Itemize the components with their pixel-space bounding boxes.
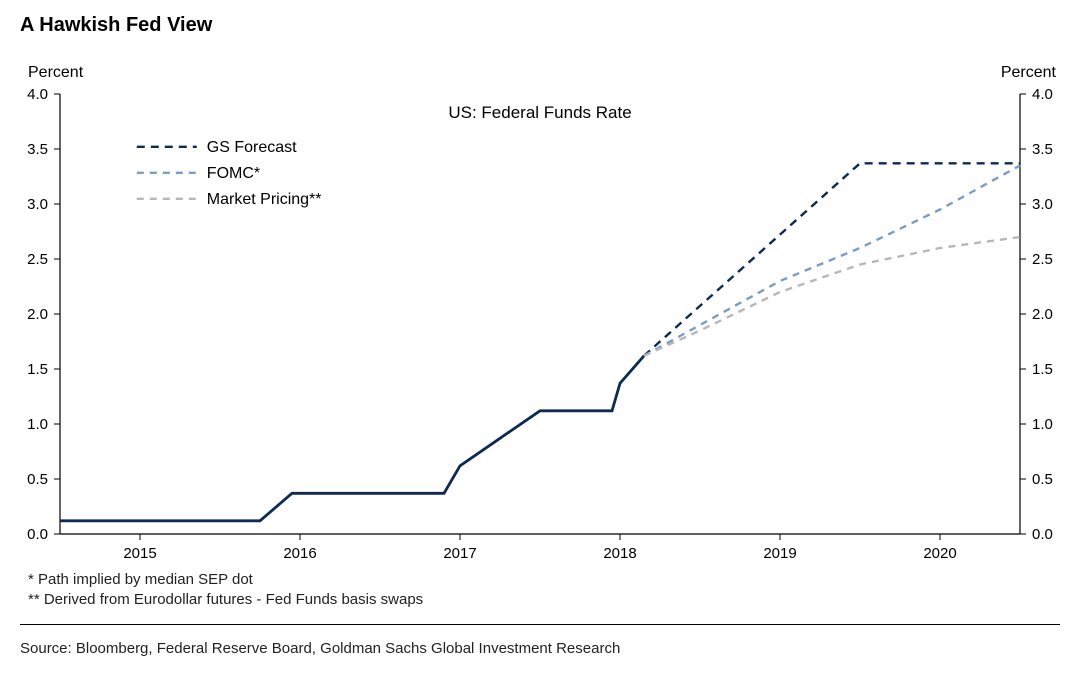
legend-gs_forecast: GS Forecast xyxy=(207,139,297,156)
svg-text:0.0: 0.0 xyxy=(1032,526,1053,543)
svg-text:2.0: 2.0 xyxy=(1032,306,1053,323)
svg-text:0.5: 0.5 xyxy=(27,471,48,488)
svg-text:2.5: 2.5 xyxy=(1032,251,1053,268)
legend-market_pricing: Market Pricing** xyxy=(207,191,322,208)
series-market_pricing xyxy=(644,237,1020,356)
footnote-1: * Path implied by median SEP dot xyxy=(28,570,423,590)
series-fomc xyxy=(644,166,1020,356)
svg-text:4.0: 4.0 xyxy=(1032,86,1053,103)
svg-text:3.0: 3.0 xyxy=(27,196,48,213)
svg-text:4.0: 4.0 xyxy=(27,86,48,103)
footnote-2: ** Derived from Eurodollar futures - Fed… xyxy=(28,590,423,610)
svg-text:0.5: 0.5 xyxy=(1032,471,1053,488)
svg-text:2020: 2020 xyxy=(923,545,956,562)
svg-text:3.0: 3.0 xyxy=(1032,196,1053,213)
svg-text:3.5: 3.5 xyxy=(27,141,48,158)
legend-fomc: FOMC* xyxy=(207,165,260,182)
svg-text:2.0: 2.0 xyxy=(27,306,48,323)
svg-text:2.5: 2.5 xyxy=(27,251,48,268)
series-historical xyxy=(60,356,644,521)
svg-text:0.0: 0.0 xyxy=(27,526,48,543)
svg-text:1.0: 1.0 xyxy=(27,416,48,433)
svg-text:2018: 2018 xyxy=(603,545,636,562)
source-line: Source: Bloomberg, Federal Reserve Board… xyxy=(20,640,620,657)
separator-rule xyxy=(20,624,1060,625)
svg-text:2016: 2016 xyxy=(283,545,316,562)
svg-text:1.0: 1.0 xyxy=(1032,416,1053,433)
footnotes: * Path implied by median SEP dot ** Deri… xyxy=(28,570,423,611)
page-root: A Hawkish Fed View Percent Percent 0.00.… xyxy=(0,0,1080,680)
svg-text:1.5: 1.5 xyxy=(1032,361,1053,378)
svg-text:2017: 2017 xyxy=(443,545,476,562)
svg-text:3.5: 3.5 xyxy=(1032,141,1053,158)
svg-text:1.5: 1.5 xyxy=(27,361,48,378)
svg-text:2015: 2015 xyxy=(123,545,156,562)
svg-text:2019: 2019 xyxy=(763,545,796,562)
svg-text:US: Federal Funds Rate: US: Federal Funds Rate xyxy=(448,103,631,122)
